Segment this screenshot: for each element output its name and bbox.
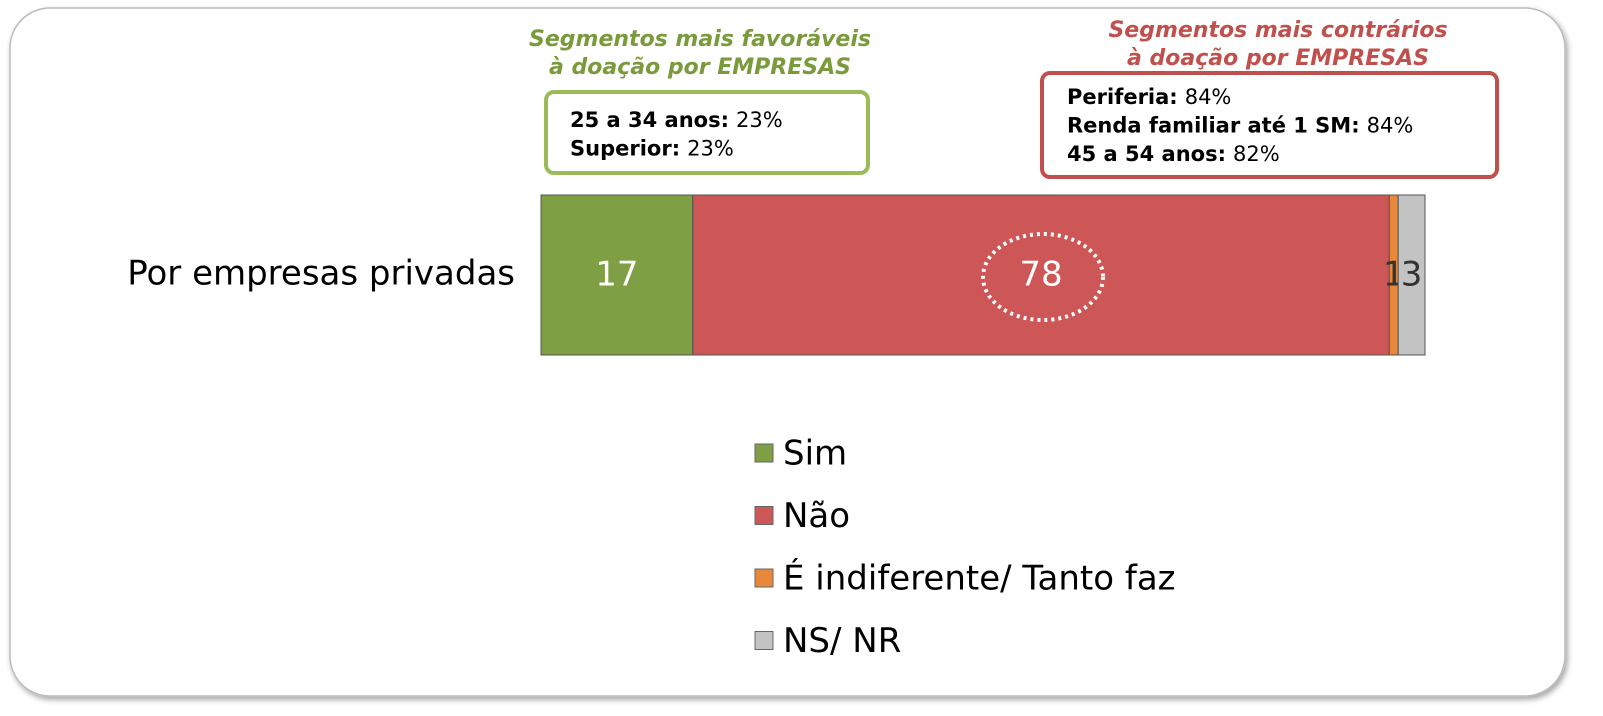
bar-segment [540,194,694,356]
item-value: 82% [1233,142,1280,166]
annotation-title: Segmentos mais contrários [1108,18,1447,43]
data-label: 17 [595,255,638,295]
item-label: Renda familiar até 1 SM: [1067,114,1360,138]
item-label: 45 a 54 anos: [1067,142,1226,166]
item-label: 25 a 34 anos: [570,108,729,132]
item-value: 84% [1367,114,1414,138]
data-label: 78 [1019,255,1062,295]
bar-segment [1397,194,1426,356]
item-value: 23% [736,108,783,132]
annotation-box [544,90,870,175]
bar-segment [692,194,1390,356]
annotation-item: Renda familiar até 1 SM: 84% [1067,114,1413,138]
item-value: 23% [687,137,734,161]
legend-label: Não [783,496,850,536]
annotation-item: Superior: 23% [570,137,734,161]
annotation-box [1040,71,1499,179]
legend-label: NS/ NR [783,621,901,661]
item-value: 84% [1185,85,1232,109]
legend-swatch [754,506,774,525]
annotation-item: Periferia: 84% [1067,85,1231,109]
item-label: Superior: [570,137,680,161]
annotation-title: à doação por EMPRESAS [1127,46,1429,71]
legend-label: É indiferente/ Tanto faz [783,558,1176,599]
category-label: Por empresas privadas [127,254,515,294]
legend-swatch [754,631,774,650]
annotation-item: 25 a 34 anos: 23% [570,108,783,132]
item-label: Periferia: [1067,85,1178,109]
annotation-title: Segmentos mais favoráveis [529,27,871,52]
data-label: 3 [1401,255,1423,295]
highlight-ellipse [981,232,1105,322]
legend-label: Sim [783,434,847,474]
annotation-title: à doação por EMPRESAS [549,55,851,80]
annotation-item: 45 a 54 anos: 82% [1067,142,1280,166]
legend-swatch [754,443,774,463]
legend-swatch [754,568,774,588]
